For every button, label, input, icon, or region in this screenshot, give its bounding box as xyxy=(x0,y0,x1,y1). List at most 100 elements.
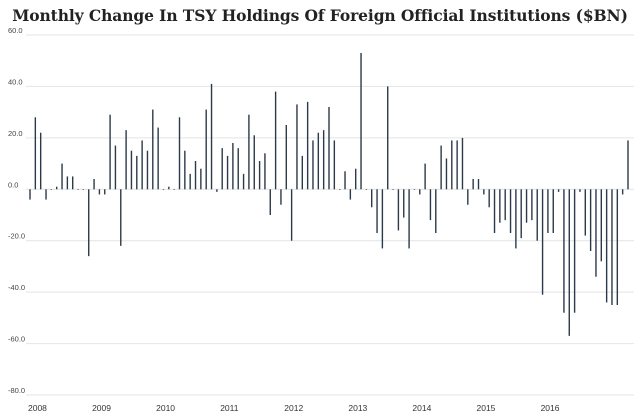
bar xyxy=(114,145,117,190)
bar xyxy=(493,189,496,233)
bar xyxy=(232,143,234,190)
bar xyxy=(621,189,624,195)
bar xyxy=(210,83,213,190)
bar xyxy=(88,189,90,257)
bar xyxy=(226,155,229,190)
chart-title: Monthly Change In TSY Holdings Of Foreig… xyxy=(12,6,628,25)
bar xyxy=(440,145,442,190)
y-tick-label: 0.0 xyxy=(8,180,18,189)
bar xyxy=(408,189,410,249)
y-tick-label: -20.0 xyxy=(8,232,25,241)
bar xyxy=(152,109,154,190)
x-tick-label: 2010 xyxy=(156,403,175,413)
bar xyxy=(173,189,175,190)
bar xyxy=(322,130,325,190)
bar xyxy=(50,189,53,190)
bar xyxy=(349,189,352,200)
bar xyxy=(589,189,592,251)
bar xyxy=(467,189,469,205)
bar xyxy=(194,161,197,190)
bar xyxy=(531,189,533,221)
y-axis-ticks: 60.0 40.0 20.0 0.0 -20.0 -40.0 -60.0 -80.0 xyxy=(8,26,25,395)
bar xyxy=(547,189,549,233)
x-axis-ticks: 2008 2009 2010 2011 2012 2013 2014 2015 2016 xyxy=(28,403,560,413)
bar xyxy=(184,150,186,190)
bar xyxy=(525,189,528,223)
bar xyxy=(285,125,287,190)
bar xyxy=(600,189,602,262)
bar xyxy=(504,189,506,221)
bar xyxy=(579,189,581,192)
x-tick-label: 2014 xyxy=(412,403,431,413)
bar xyxy=(541,189,544,295)
bar xyxy=(509,189,512,233)
bar xyxy=(605,189,608,303)
bar xyxy=(573,189,576,313)
x-tick-label: 2009 xyxy=(92,403,111,413)
bar xyxy=(461,137,464,190)
bar xyxy=(39,132,42,190)
bar xyxy=(237,148,239,190)
bar xyxy=(552,189,554,233)
bar xyxy=(563,189,565,313)
bar xyxy=(317,132,320,190)
bar xyxy=(365,189,368,190)
bar xyxy=(435,189,437,233)
y-tick-label: -80.0 xyxy=(8,386,25,395)
bar xyxy=(34,117,37,190)
bar xyxy=(477,179,480,190)
bar xyxy=(157,127,159,190)
bar xyxy=(397,189,400,231)
bar xyxy=(419,189,421,195)
bar xyxy=(66,176,69,190)
bar xyxy=(333,140,336,190)
bar xyxy=(264,153,266,190)
bar xyxy=(200,168,202,190)
bar xyxy=(424,163,426,190)
bar xyxy=(360,53,362,190)
bar xyxy=(306,101,309,190)
bar xyxy=(29,189,31,200)
bar xyxy=(98,189,101,195)
bar xyxy=(280,189,282,205)
bar xyxy=(162,189,165,190)
bar xyxy=(456,140,458,190)
bar xyxy=(141,140,143,190)
bar xyxy=(258,161,261,190)
bar xyxy=(584,189,586,236)
bar xyxy=(216,189,218,192)
bar xyxy=(392,189,394,190)
bar xyxy=(242,173,245,190)
bar xyxy=(274,91,277,190)
y-tick-label: -60.0 xyxy=(8,335,25,344)
bar xyxy=(296,104,298,190)
bar xyxy=(616,189,619,305)
x-tick-label: 2012 xyxy=(284,403,303,413)
bar xyxy=(221,148,223,190)
bar xyxy=(253,135,255,190)
bar xyxy=(403,189,405,218)
bar xyxy=(178,117,181,190)
x-tick-label: 2011 xyxy=(220,403,239,413)
bar xyxy=(56,186,58,190)
y-tick-label: 60.0 xyxy=(8,26,23,35)
x-tick-label: 2015 xyxy=(477,403,496,413)
bar xyxy=(72,176,74,190)
bar xyxy=(595,189,597,277)
bar xyxy=(381,189,384,249)
bar xyxy=(61,163,63,190)
bar xyxy=(445,158,448,190)
bar xyxy=(130,150,133,190)
bar xyxy=(499,189,501,223)
bar xyxy=(301,155,303,190)
bar xyxy=(77,189,79,190)
bar xyxy=(82,189,85,190)
bar xyxy=(376,189,378,233)
bar xyxy=(248,114,250,190)
gridlines xyxy=(26,34,634,396)
bar xyxy=(451,140,453,190)
bar xyxy=(45,189,47,200)
bar xyxy=(146,150,149,190)
bar xyxy=(205,109,207,190)
